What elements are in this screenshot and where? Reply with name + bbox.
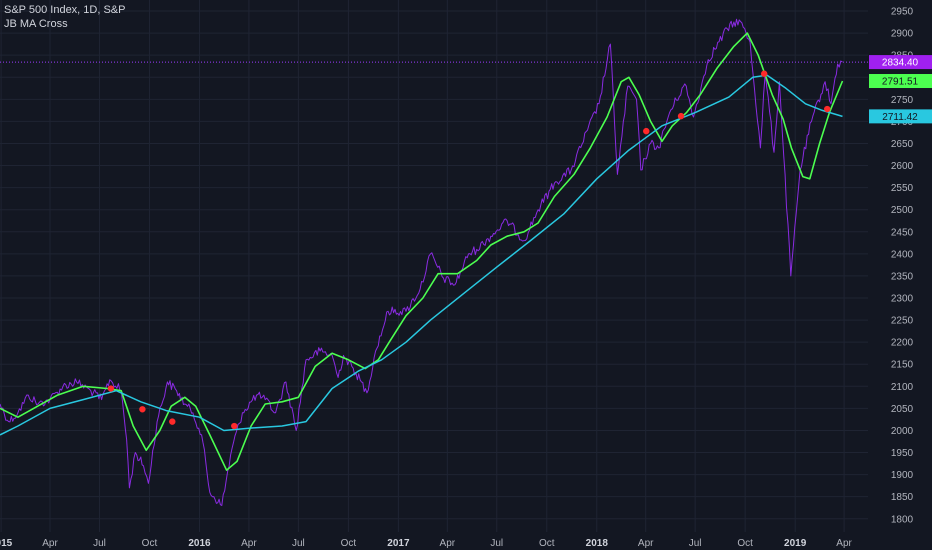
plot-area — [0, 18, 868, 506]
x-tick-label: Oct — [142, 538, 158, 549]
y-tick-label: 2150 — [891, 360, 914, 371]
x-tick-label: Apr — [42, 538, 58, 549]
cross-marker — [760, 70, 768, 77]
y-tick-label: 2950 — [891, 7, 914, 18]
cross-marker — [643, 127, 650, 135]
fast-ma-line — [0, 32, 844, 471]
x-tick-label: 2015 — [0, 538, 13, 549]
cross-marker — [231, 422, 238, 430]
x-tick-label: 2018 — [586, 538, 609, 549]
fast-ma-value-label: 2791.51 — [882, 77, 919, 88]
x-tick-label: Apr — [241, 538, 257, 549]
cross-marker — [139, 406, 146, 413]
cross-marker — [677, 112, 685, 120]
indicator-title[interactable]: JB MA Cross — [4, 18, 68, 30]
x-tick-label: Apr — [836, 538, 852, 549]
cross-marker — [169, 418, 176, 425]
x-tick-label: Oct — [737, 538, 753, 549]
y-tick-label: 2900 — [891, 29, 914, 40]
x-tick-label: Oct — [341, 538, 357, 549]
y-tick-label: 2500 — [891, 205, 914, 216]
x-tick-label: 2017 — [387, 538, 410, 549]
y-tick-label: 2200 — [891, 338, 914, 349]
slow-ma-value-label: 2711.42 — [882, 112, 918, 123]
last-value-badges: 2834.40 2791.51 2711.42 — [869, 55, 932, 124]
y-tick-label: 1850 — [891, 492, 914, 503]
y-tick-label: 1900 — [891, 470, 914, 481]
price-value-badge — [869, 55, 932, 70]
x-tick-label: Jul — [490, 538, 503, 549]
y-tick-label: 2250 — [891, 316, 914, 327]
slow-ma-value-badge — [869, 109, 932, 124]
y-tick-label: 2400 — [891, 249, 914, 260]
x-tick-label: 2019 — [784, 538, 807, 549]
x-tick-label: 2016 — [188, 538, 211, 549]
y-tick-label: 2750 — [891, 95, 914, 106]
y-tick-label: 2350 — [891, 271, 914, 282]
y-tick-label: 2050 — [891, 404, 914, 415]
y-tick-label: 1950 — [891, 448, 914, 459]
price-value-label: 2834.40 — [882, 58, 919, 69]
price-line — [0, 18, 843, 506]
x-tick-label: Apr — [440, 538, 456, 549]
chart-header: S&P 500 Index, 1D, S&P JB MA Cross — [4, 3, 125, 31]
symbol-title[interactable]: S&P 500 Index, 1D, S&P — [4, 4, 126, 16]
y-tick-label: 2650 — [891, 139, 914, 150]
x-tick-label: Apr — [638, 538, 654, 549]
y-tick-label: 2550 — [891, 183, 914, 194]
y-tick-label: 2600 — [891, 161, 914, 172]
cross-marker — [107, 385, 115, 392]
slow-ma-line — [0, 74, 843, 436]
y-tick-label: 2450 — [891, 227, 914, 238]
fast-ma-value-badge — [869, 74, 932, 89]
price-axis[interactable]: 1800 1850 1900 1950 2000 2050 2100 2150 2200 2250… — [891, 7, 914, 526]
y-tick-label: 2000 — [891, 426, 914, 437]
y-tick-label: 2300 — [891, 294, 914, 305]
y-tick-label: 1800 — [891, 514, 914, 525]
x-tick-label: Oct — [539, 538, 555, 549]
x-tick-label: Jul — [689, 538, 702, 549]
x-tick-label: Jul — [93, 538, 106, 549]
cross-marker — [824, 105, 831, 113]
time-axis[interactable]: 2015 Apr Jul Oct 2016 Apr Jul Oct 2017 Apr Jul Oct 2… — [0, 538, 853, 549]
x-tick-label: Jul — [292, 538, 305, 549]
y-tick-label: 2100 — [891, 382, 914, 393]
